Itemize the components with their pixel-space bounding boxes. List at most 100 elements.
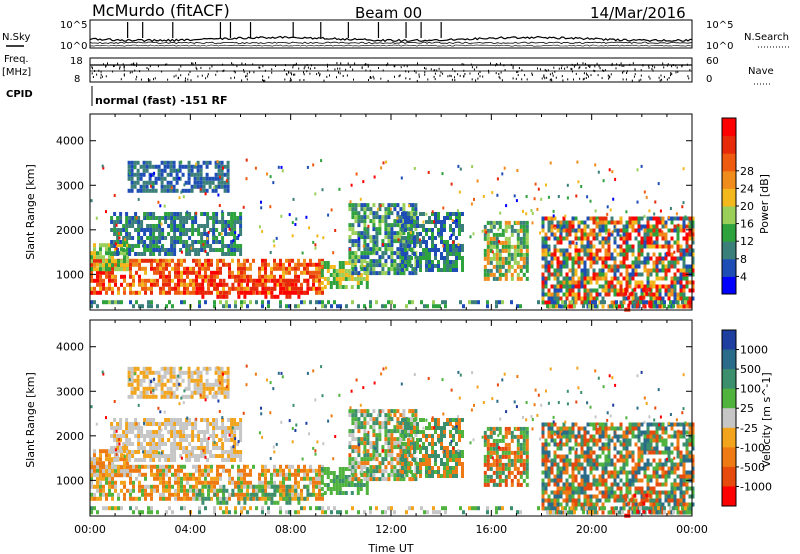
heatmap-cell <box>169 188 173 193</box>
heatmap-cell <box>607 236 611 241</box>
heatmap-cell <box>682 201 685 205</box>
heatmap-cell <box>362 244 365 248</box>
freq-nave-point <box>365 69 367 72</box>
freq-tick-top: 18 <box>70 56 83 67</box>
heatmap-cell <box>682 296 686 301</box>
heatmap-cell <box>230 438 234 442</box>
heatmap-cell <box>329 273 333 277</box>
heatmap-cell <box>425 248 428 252</box>
heatmap-cell <box>335 281 339 285</box>
heatmap-cell <box>193 390 197 395</box>
heatmap-cell <box>341 467 345 471</box>
heatmap-cell <box>159 480 162 485</box>
freq-nave-point <box>439 74 441 77</box>
heatmap-cell <box>264 484 267 489</box>
heatmap-cell <box>212 248 216 252</box>
heatmap-cell <box>252 484 256 489</box>
heatmap-cell <box>207 278 211 283</box>
heatmap-cell <box>123 469 126 474</box>
heatmap-cell <box>350 277 354 281</box>
heatmap-cell <box>261 472 264 477</box>
heatmap-cell <box>174 488 177 493</box>
heatmap-cell <box>613 220 617 225</box>
heatmap-cell <box>240 480 243 485</box>
freq-nave-point <box>139 70 141 73</box>
heatmap-cell <box>321 492 324 497</box>
heatmap-cell <box>217 378 221 383</box>
heatmap-cell <box>498 220 502 225</box>
heatmap-cell <box>233 236 237 240</box>
heatmap-cell <box>634 220 638 225</box>
heatmap-cell <box>643 224 647 229</box>
heatmap-cell <box>556 276 560 281</box>
heatmap-cell <box>492 236 496 241</box>
heatmap-cell <box>99 496 102 501</box>
freq-nave-point <box>365 63 367 66</box>
heatmap-cell <box>99 286 102 291</box>
heatmap-cell <box>170 216 174 220</box>
heatmap-cell <box>571 264 575 269</box>
heatmap-cell <box>303 496 307 501</box>
heatmap-cell <box>152 244 156 248</box>
heatmap-cell <box>646 272 650 277</box>
heatmap-cell <box>110 216 114 220</box>
heatmap-cell <box>187 164 191 169</box>
heatmap-cell <box>446 256 449 260</box>
heatmap-cell <box>455 256 458 260</box>
heatmap-cell <box>348 251 352 256</box>
heatmap-cell <box>186 286 189 291</box>
heatmap-cell <box>148 188 152 193</box>
heatmap-cell <box>279 468 282 473</box>
heatmap-cell <box>123 248 126 252</box>
heatmap-cell <box>158 446 162 450</box>
heatmap-cell <box>211 382 215 387</box>
heatmap-cell <box>642 303 646 308</box>
freq-nave-point <box>537 67 538 70</box>
heatmap-cell <box>117 449 120 454</box>
heatmap-cell <box>685 252 689 257</box>
heatmap-cell <box>99 469 102 474</box>
heatmap-cell <box>613 240 617 245</box>
heatmap-cell <box>610 276 614 281</box>
heatmap-cell <box>670 220 674 225</box>
heatmap-cell <box>411 207 415 212</box>
freq-nave-point <box>338 71 339 74</box>
heatmap-cell <box>236 216 240 220</box>
heatmap-cell <box>357 449 361 454</box>
heatmap-cell <box>172 394 176 399</box>
heatmap-cell <box>338 277 342 281</box>
freq-nave-point <box>626 70 628 73</box>
heatmap-cell <box>552 209 555 213</box>
heatmap-cell <box>501 248 505 253</box>
heatmap-cell <box>428 236 431 240</box>
heatmap-cell <box>338 475 342 479</box>
heatmap-cell <box>108 484 111 489</box>
heatmap-cell <box>446 216 449 220</box>
heatmap-cell <box>550 264 554 269</box>
heatmap-cell <box>258 278 262 283</box>
freq-nave-point <box>454 70 456 73</box>
heatmap-cell <box>688 220 692 225</box>
heatmap-cell <box>601 224 605 229</box>
heatmap-cell <box>598 232 602 237</box>
heatmap-cell <box>318 468 321 473</box>
heatmap-cell <box>378 259 382 264</box>
heatmap-cell <box>99 464 102 469</box>
heatmap-cell <box>565 224 569 229</box>
heatmap-cell <box>318 496 321 501</box>
heatmap-cell <box>162 472 165 477</box>
heatmap-cell <box>149 422 153 426</box>
heatmap-cell <box>498 300 501 305</box>
heatmap-cell <box>658 228 662 233</box>
heatmap-cell <box>212 212 216 216</box>
heatmap-cell <box>246 266 249 271</box>
heatmap-cell <box>670 228 674 233</box>
heatmap-cell <box>335 487 339 491</box>
heatmap-cell <box>105 457 108 462</box>
heatmap-cell <box>99 263 102 268</box>
heatmap-cell <box>215 422 219 426</box>
heatmap-cell <box>225 300 228 305</box>
heatmap-cell <box>114 468 117 473</box>
heatmap-cell <box>183 290 186 295</box>
